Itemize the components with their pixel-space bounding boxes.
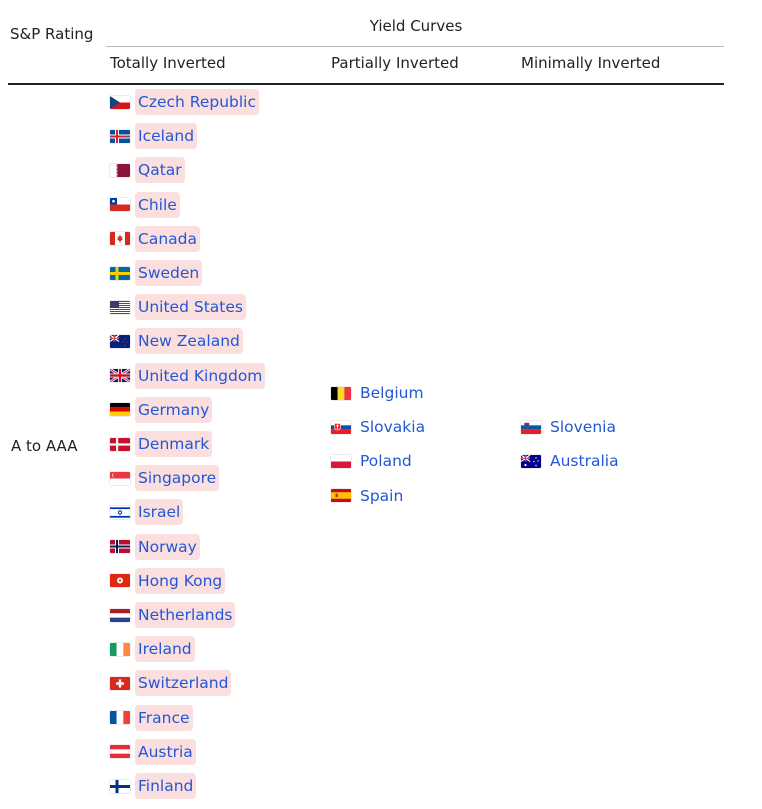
country-link[interactable]: Singapore (135, 465, 220, 492)
column-header-totally-inverted: Totally Inverted (110, 54, 226, 72)
country-link[interactable]: Austria (135, 738, 196, 765)
country-item-israel[interactable]: Israel (110, 499, 184, 526)
country-item-spain[interactable]: Spain (331, 483, 406, 509)
country-link[interactable]: Norway (135, 533, 200, 560)
country-link[interactable]: Chile (135, 191, 180, 218)
rating-column-header: S&P Rating (10, 25, 94, 43)
qatar-flag-icon (110, 163, 130, 177)
country-item-new-zealand[interactable]: New Zealand (110, 328, 243, 355)
country-item-germany[interactable]: Germany (110, 396, 213, 423)
country-item-austria[interactable]: Austria (110, 738, 196, 765)
country-link[interactable]: Australia (550, 452, 619, 471)
austria-flag-icon (110, 745, 130, 759)
country-item-chile[interactable]: Chile (110, 191, 180, 218)
country-item-slovakia[interactable]: Slovakia (331, 414, 428, 440)
country-link[interactable]: Canada (135, 225, 200, 252)
country-link[interactable]: Iceland (135, 123, 198, 150)
country-link[interactable]: Spain (360, 486, 404, 505)
country-link[interactable]: United States (135, 294, 246, 321)
country-item-france[interactable]: France (110, 704, 193, 731)
table-header-rule (8, 83, 724, 85)
country-item-singapore[interactable]: Singapore (110, 465, 220, 492)
country-item-united-kingdom[interactable]: United Kingdom (110, 362, 266, 389)
column-header-minimally-inverted: Minimally Inverted (521, 54, 661, 72)
chile-flag-icon (110, 198, 130, 212)
poland-flag-icon (331, 454, 351, 468)
country-link[interactable]: Switzerland (135, 670, 232, 697)
country-item-australia[interactable]: Australia (521, 448, 622, 474)
country-item-poland[interactable]: Poland (331, 448, 415, 474)
country-item-ireland[interactable]: Ireland (110, 636, 195, 663)
canada-flag-icon (110, 232, 130, 246)
united-kingdom-flag-icon (110, 369, 130, 383)
country-item-iceland[interactable]: Iceland (110, 123, 198, 150)
australia-flag-icon (521, 454, 541, 468)
iceland-flag-icon (110, 129, 130, 143)
czech-republic-flag-icon (110, 95, 130, 109)
country-item-denmark[interactable]: Denmark (110, 431, 213, 457)
finland-flag-icon (110, 779, 130, 793)
country-item-slovenia[interactable]: Slovenia (521, 414, 619, 440)
country-link[interactable]: Poland (360, 452, 412, 471)
country-link[interactable]: France (135, 704, 193, 731)
slovenia-flag-icon (521, 420, 541, 434)
country-item-switzerland[interactable]: Switzerland (110, 670, 232, 697)
france-flag-icon (110, 711, 130, 725)
country-item-canada[interactable]: Canada (110, 225, 200, 252)
hong-kong-flag-icon (110, 574, 130, 588)
country-item-qatar[interactable]: Qatar (110, 157, 185, 184)
country-item-norway[interactable]: Norway (110, 533, 200, 560)
country-link[interactable]: Ireland (135, 636, 195, 663)
country-item-sweden[interactable]: Sweden (110, 260, 203, 286)
sweden-flag-icon (110, 266, 130, 280)
country-item-belgium[interactable]: Belgium (331, 380, 427, 406)
spain-flag-icon (331, 489, 351, 503)
country-link[interactable]: Netherlands (135, 602, 236, 628)
belgium-flag-icon (331, 386, 351, 400)
header-divider (106, 46, 724, 47)
new-zealand-flag-icon (110, 334, 130, 348)
norway-flag-icon (110, 540, 130, 554)
country-item-united-states[interactable]: United States (110, 294, 246, 321)
ireland-flag-icon (110, 642, 130, 656)
country-link[interactable]: Hong Kong (135, 567, 226, 594)
country-link[interactable]: Belgium (360, 384, 424, 402)
country-link[interactable]: New Zealand (135, 328, 243, 355)
yield-curves-group-header: Yield Curves (369, 17, 463, 35)
country-item-finland[interactable]: Finland (110, 773, 197, 799)
israel-flag-icon (110, 505, 130, 519)
country-link[interactable]: Slovenia (550, 418, 616, 436)
switzerland-flag-icon (110, 676, 130, 690)
country-link[interactable]: Sweden (135, 260, 203, 286)
germany-flag-icon (110, 403, 130, 417)
country-link[interactable]: Slovakia (360, 418, 426, 437)
country-link[interactable]: Czech Republic (135, 89, 260, 115)
country-item-czech-republic[interactable]: Czech Republic (110, 89, 260, 115)
column-header-partially-inverted: Partially Inverted (331, 54, 459, 72)
slovakia-flag-icon (331, 420, 351, 434)
country-link[interactable]: Finland (135, 773, 197, 799)
rating-cell: A to AAA (11, 437, 78, 455)
singapore-flag-icon (110, 471, 130, 485)
netherlands-flag-icon (110, 608, 130, 622)
country-item-netherlands[interactable]: Netherlands (110, 602, 236, 628)
denmark-flag-icon (110, 437, 130, 451)
united-states-flag-icon (110, 300, 130, 314)
country-item-hong-kong[interactable]: Hong Kong (110, 567, 226, 594)
country-link[interactable]: Israel (135, 499, 184, 526)
country-link[interactable]: United Kingdom (135, 362, 266, 389)
country-link[interactable]: Germany (135, 396, 213, 423)
country-link[interactable]: Qatar (135, 157, 185, 184)
country-link[interactable]: Denmark (135, 431, 213, 457)
